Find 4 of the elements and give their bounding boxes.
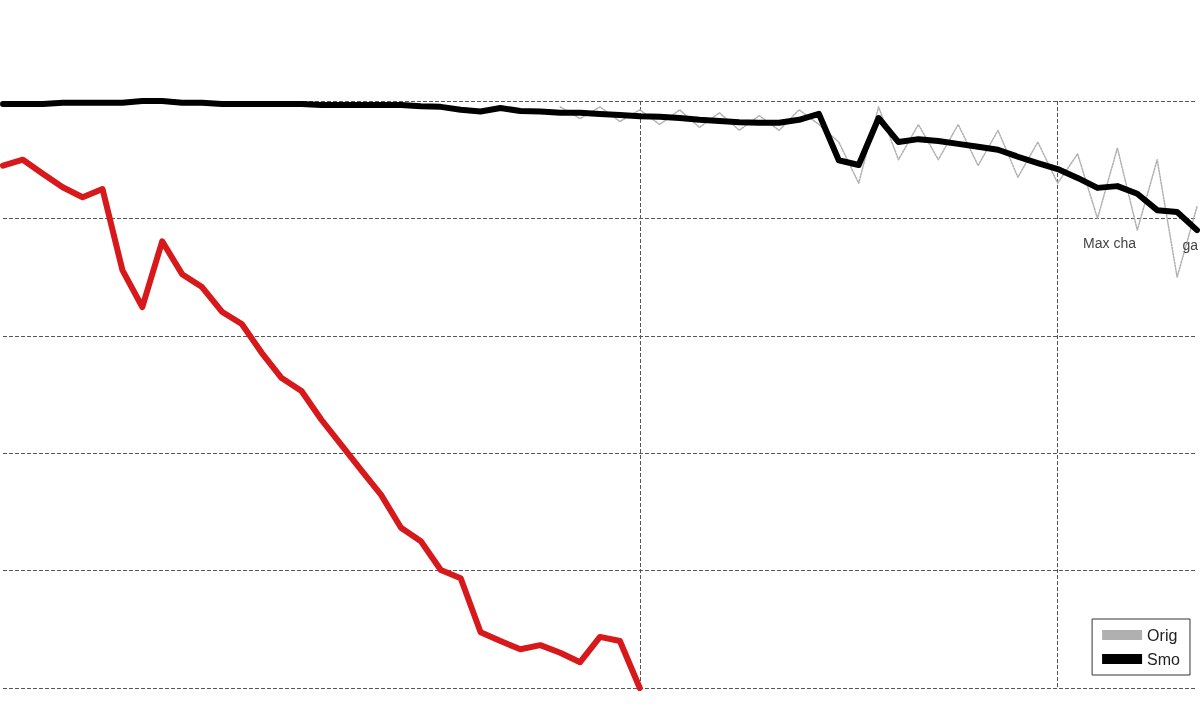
annotation: ga	[1182, 237, 1199, 253]
annotation: Max cha	[1083, 235, 1137, 251]
legend-label: Orig	[1147, 626, 1178, 644]
legend-label: Smo	[1147, 650, 1181, 668]
